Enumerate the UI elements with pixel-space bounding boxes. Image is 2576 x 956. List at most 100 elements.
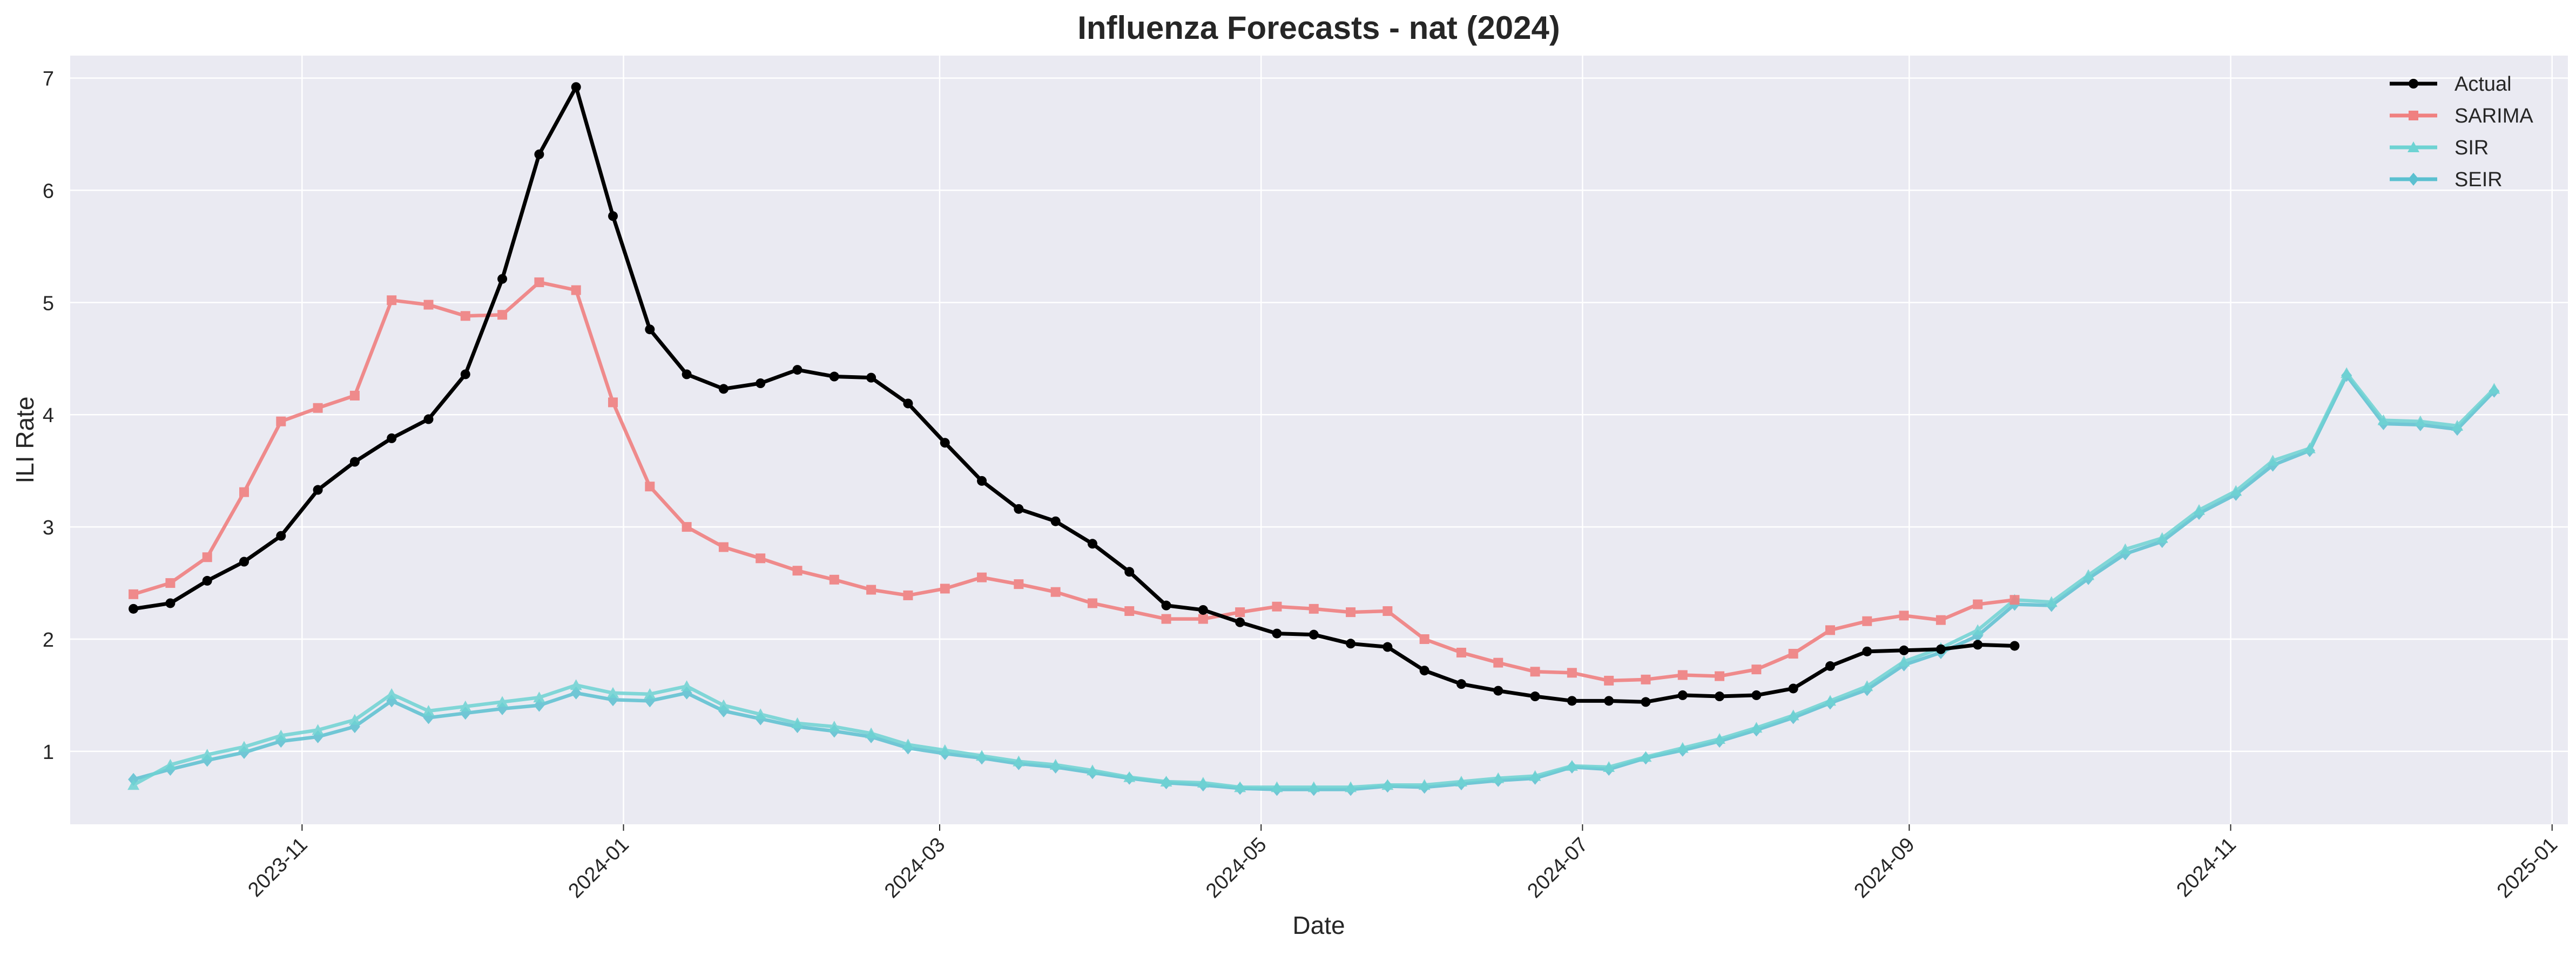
data-point-actual — [497, 274, 508, 284]
data-point-sir — [976, 750, 988, 761]
data-point-sarima — [202, 552, 212, 562]
data-point-actual — [1825, 661, 1835, 671]
y-tick-label: 6 — [43, 180, 54, 202]
legend-item-actual: Actual — [2390, 73, 2512, 96]
data-point-sir — [607, 687, 619, 698]
data-point-sarima — [1973, 599, 1983, 609]
data-point-sir — [2119, 543, 2132, 554]
data-point-sir — [422, 705, 435, 716]
data-point-sir — [2082, 569, 2095, 580]
data-point-sir — [939, 744, 951, 755]
data-point-sarima — [1751, 665, 1762, 675]
data-point-sir — [2156, 532, 2168, 543]
data-point-sir — [1197, 777, 1209, 788]
data-point-sarima — [239, 487, 249, 497]
data-point-sarima — [940, 584, 950, 594]
data-point-sir — [1307, 781, 1320, 792]
data-point-actual — [165, 598, 176, 608]
data-point-sarima — [645, 482, 655, 492]
data-point-sir — [533, 691, 545, 703]
data-point-actual — [866, 372, 876, 383]
data-point-actual — [1124, 567, 1135, 577]
data-point-actual — [1677, 690, 1688, 700]
data-point-sir — [386, 688, 398, 699]
legend-marker-seir — [2408, 173, 2419, 186]
data-point-actual — [718, 384, 729, 394]
data-point-sir — [1013, 755, 1025, 767]
data-point-sir — [1787, 709, 1799, 721]
data-point-sir — [1381, 779, 1394, 790]
data-point-sarima — [1567, 668, 1577, 678]
data-point-sarima — [423, 300, 434, 310]
data-point-sarima — [1419, 634, 1429, 644]
data-point-sir — [570, 679, 582, 690]
data-point-sir — [1824, 695, 1836, 706]
series-sir — [127, 367, 2500, 792]
data-point-actual — [1715, 691, 1725, 702]
data-point-sarima — [718, 542, 729, 552]
y-tick-label: 5 — [43, 292, 54, 315]
data-point-actual — [1235, 617, 1245, 627]
data-point-sarima — [1014, 579, 1024, 589]
data-point-sir — [1160, 776, 1172, 787]
data-point-sir — [1640, 751, 1652, 762]
series-line-actual — [131, 85, 2017, 704]
data-point-sir — [2267, 455, 2279, 466]
y-tick-label: 2 — [43, 629, 54, 652]
data-point-sir — [644, 688, 656, 699]
data-point-sarima — [1493, 657, 1503, 668]
data-point-sarima — [387, 295, 397, 306]
data-point-sarima — [276, 416, 286, 426]
data-point-sarima — [1862, 616, 1872, 626]
data-point-sir — [2341, 367, 2353, 378]
legend: Actual SARIMA SIR SEIR — [2390, 73, 2533, 191]
data-point-sarima — [682, 522, 692, 532]
data-point-sir — [1049, 758, 1062, 770]
data-point-sir — [1455, 776, 1467, 787]
data-point-sir — [201, 749, 213, 760]
data-point-actual — [940, 438, 950, 448]
data-point-sir — [1603, 761, 1615, 772]
data-point-sir — [496, 696, 509, 707]
data-point-sir — [1861, 680, 1873, 691]
data-point-sir — [1898, 655, 1910, 667]
data-point-sir — [1529, 770, 1541, 781]
data-point-sarima — [756, 553, 766, 564]
data-point-sarima — [1272, 601, 1282, 612]
y-tick-label: 1 — [43, 741, 54, 764]
data-point-actual — [1161, 600, 1171, 611]
data-point-actual — [1087, 539, 1097, 549]
data-point-sir — [459, 700, 471, 711]
data-point-sarima — [1677, 670, 1688, 680]
data-point-actual — [387, 433, 397, 443]
data-point-actual — [1936, 644, 1946, 654]
legend-label-sarima: SARIMA — [2454, 105, 2533, 127]
data-point-actual — [608, 211, 618, 221]
data-point-sir — [1086, 764, 1098, 776]
data-point-actual — [1973, 640, 1983, 650]
data-point-actual — [1309, 629, 1319, 640]
legend-label-sir: SIR — [2454, 137, 2489, 159]
data-point-sarima — [460, 311, 470, 321]
legend-marker-actual — [2409, 79, 2418, 89]
data-point-sir — [2414, 415, 2426, 426]
data-point-sarima — [129, 589, 139, 599]
data-point-sir — [1345, 781, 1357, 792]
data-point-sir — [2045, 596, 2058, 607]
data-point-sarima — [1087, 598, 1097, 608]
legend-item-sarima: SARIMA — [2390, 105, 2533, 127]
data-point-actual — [903, 398, 913, 409]
data-point-actual — [1014, 504, 1024, 514]
data-point-sarima — [1124, 606, 1135, 616]
data-point-sarima — [1530, 667, 1540, 677]
data-point-actual — [460, 369, 470, 379]
data-point-sir — [238, 741, 250, 752]
data-point-sir — [1972, 624, 1984, 635]
data-point-sarima — [866, 585, 876, 595]
data-point-sir — [1714, 733, 1726, 744]
data-point-sarima — [1383, 606, 1393, 616]
legend-marker-sir — [2408, 141, 2419, 152]
legend-item-sir: SIR — [2390, 137, 2489, 159]
chart-title: Influenza Forecasts - nat (2024) — [1077, 10, 1560, 46]
data-point-sir — [2377, 414, 2390, 425]
